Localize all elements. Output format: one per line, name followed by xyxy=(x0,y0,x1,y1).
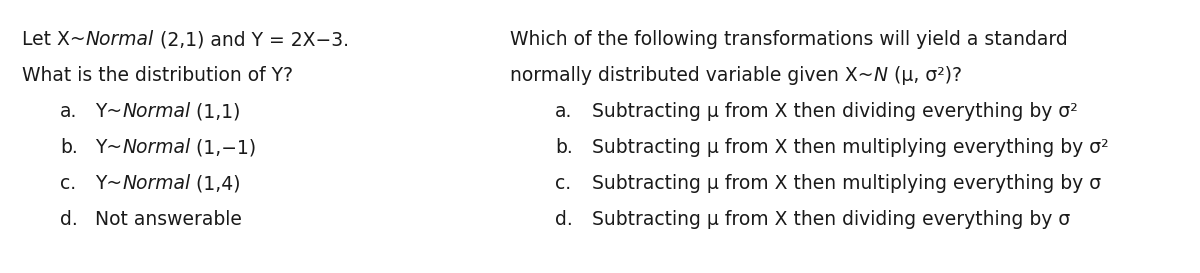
Text: Subtracting μ from X then multiplying everything by σ: Subtracting μ from X then multiplying ev… xyxy=(592,174,1102,193)
Text: (μ, σ²)?: (μ, σ²)? xyxy=(888,66,961,85)
Text: c.: c. xyxy=(60,174,76,193)
Text: Let X~: Let X~ xyxy=(22,30,85,49)
Text: normally distributed variable given X~: normally distributed variable given X~ xyxy=(510,66,874,85)
Text: (1,1): (1,1) xyxy=(191,102,241,121)
Text: Y~: Y~ xyxy=(95,138,122,157)
Text: d.: d. xyxy=(554,210,572,229)
Text: a.: a. xyxy=(554,102,572,121)
Text: c.: c. xyxy=(554,174,571,193)
Text: (2,1) and Y = 2X−3.: (2,1) and Y = 2X−3. xyxy=(154,30,349,49)
Text: d.: d. xyxy=(60,210,78,229)
Text: a.: a. xyxy=(60,102,77,121)
Text: b.: b. xyxy=(554,138,572,157)
Text: (1,−1): (1,−1) xyxy=(191,138,257,157)
Text: Y~: Y~ xyxy=(95,102,122,121)
Text: Y~: Y~ xyxy=(95,174,122,193)
Text: Which of the following transformations will yield a standard: Which of the following transformations w… xyxy=(510,30,1068,49)
Text: Subtracting μ from X then dividing everything by σ²: Subtracting μ from X then dividing every… xyxy=(592,102,1078,121)
Text: (1,4): (1,4) xyxy=(191,174,241,193)
Text: Not answerable: Not answerable xyxy=(95,210,242,229)
Text: What is the distribution of Y?: What is the distribution of Y? xyxy=(22,66,293,85)
Text: Normal: Normal xyxy=(122,102,191,121)
Text: Subtracting μ from X then multiplying everything by σ²: Subtracting μ from X then multiplying ev… xyxy=(592,138,1109,157)
Text: Normal: Normal xyxy=(122,138,191,157)
Text: b.: b. xyxy=(60,138,78,157)
Text: N: N xyxy=(874,66,888,85)
Text: Normal: Normal xyxy=(122,174,191,193)
Text: Normal: Normal xyxy=(85,30,154,49)
Text: Subtracting μ from X then dividing everything by σ: Subtracting μ from X then dividing every… xyxy=(592,210,1070,229)
